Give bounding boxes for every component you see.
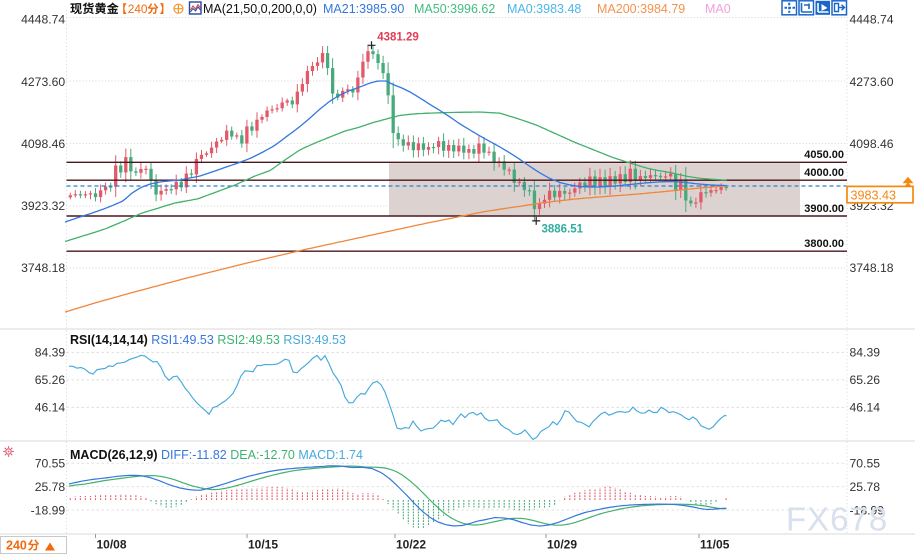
svg-text:MACD(26,12,9) DIFF:-11.82 DEA: MACD(26,12,9) DIFF:-11.82 DEA:-12.70 MAC… xyxy=(70,448,363,462)
svg-text:4000.00: 4000.00 xyxy=(804,167,844,179)
svg-text:46.14: 46.14 xyxy=(850,401,881,415)
svg-text:FX678: FX678 xyxy=(786,501,888,538)
svg-text:10/22: 10/22 xyxy=(396,538,426,552)
svg-text:10/08: 10/08 xyxy=(97,538,127,552)
svg-text:MA21:3985.90: MA21:3985.90 xyxy=(323,2,404,16)
svg-text:MA0: MA0 xyxy=(705,2,731,16)
svg-text:84.39: 84.39 xyxy=(35,346,66,360)
svg-text:4381.29: 4381.29 xyxy=(377,32,419,44)
svg-text:-18.99: -18.99 xyxy=(850,503,885,517)
svg-text:65.26: 65.26 xyxy=(850,373,881,387)
svg-text:3748.18: 3748.18 xyxy=(21,261,65,275)
svg-text:65.26: 65.26 xyxy=(35,373,66,387)
svg-text:4273.60: 4273.60 xyxy=(850,75,894,89)
svg-text:-18.99: -18.99 xyxy=(31,503,66,517)
svg-text:RSI(14,14,14) RSI1:49.53 RSI2: RSI(14,14,14) RSI1:49.53 RSI2:49.53 RSI3… xyxy=(70,333,346,347)
svg-text:3923.32: 3923.32 xyxy=(21,199,65,213)
svg-text:46.14: 46.14 xyxy=(35,401,66,415)
svg-text:4273.60: 4273.60 xyxy=(21,75,65,89)
svg-text:70.55: 70.55 xyxy=(850,457,881,471)
svg-text:MA0:3983.48: MA0:3983.48 xyxy=(507,2,581,16)
svg-text:25.78: 25.78 xyxy=(850,480,881,494)
svg-text:3886.51: 3886.51 xyxy=(542,223,584,235)
svg-text:10/29: 10/29 xyxy=(547,538,577,552)
svg-text:4448.74: 4448.74 xyxy=(850,13,894,27)
svg-text:70.55: 70.55 xyxy=(35,457,66,471)
svg-text:4448.74: 4448.74 xyxy=(21,13,65,27)
svg-text:240: 240 xyxy=(128,2,148,16)
svg-text:3748.18: 3748.18 xyxy=(850,261,894,275)
svg-text:4098.46: 4098.46 xyxy=(850,137,894,151)
svg-text:3900.00: 3900.00 xyxy=(804,203,844,215)
svg-text:4098.46: 4098.46 xyxy=(21,137,65,151)
svg-text:25.78: 25.78 xyxy=(35,480,66,494)
svg-text:10/15: 10/15 xyxy=(248,538,278,552)
svg-text:3800.00: 3800.00 xyxy=(804,238,844,250)
svg-text:MA200:3984.79: MA200:3984.79 xyxy=(597,2,685,16)
svg-text:4050.00: 4050.00 xyxy=(804,149,844,161)
svg-text:3983.43: 3983.43 xyxy=(851,189,897,203)
svg-text:MA(21,50,0,200,0,0): MA(21,50,0,200,0,0) xyxy=(203,2,317,16)
svg-text:240: 240 xyxy=(6,539,27,553)
svg-text:84.39: 84.39 xyxy=(850,346,881,360)
svg-text:MA50:3996.62: MA50:3996.62 xyxy=(414,2,495,16)
svg-text:11/05: 11/05 xyxy=(700,538,730,552)
